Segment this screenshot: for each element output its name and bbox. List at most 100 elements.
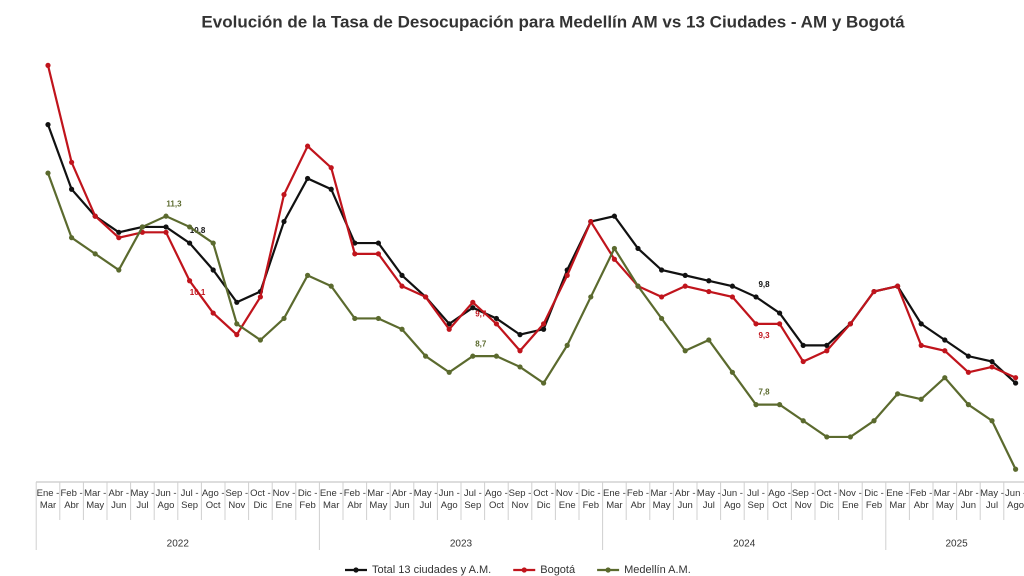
data-point: [423, 294, 429, 300]
data-point: [989, 418, 995, 424]
data-point: [352, 315, 358, 322]
data-point: [328, 165, 334, 171]
data-point: [682, 348, 688, 354]
data-point: [611, 213, 618, 219]
data-point: [895, 391, 901, 397]
data-point: [706, 278, 712, 284]
x-tick-label: Jun - Ago: [1005, 488, 1024, 511]
data-point: [989, 364, 995, 370]
data-point: [871, 288, 877, 295]
x-tick-label: Oct - Dic: [533, 488, 554, 511]
data-point: [659, 294, 665, 300]
data-point: [682, 283, 688, 289]
data-point: [210, 267, 216, 273]
data-point: [777, 321, 783, 327]
x-tick-label: Jun - Ago: [155, 488, 177, 511]
data-point: [517, 364, 523, 370]
data-point: [493, 321, 499, 327]
data-point: [918, 321, 924, 327]
data-point: [328, 186, 334, 192]
data-point: [942, 348, 948, 354]
x-tick-label: Mar - May: [650, 488, 673, 511]
x-tick-label: Ene - Mar: [36, 488, 60, 511]
data-point: [187, 240, 193, 246]
x-tick-label: Abr - Jun: [391, 488, 413, 511]
data-point: [965, 353, 972, 359]
data-label: 9,8: [758, 280, 770, 289]
data-point: [659, 267, 665, 273]
legend-label: Bogotá: [540, 564, 576, 576]
data-label: 9,7: [475, 309, 487, 318]
data-point: [399, 326, 405, 332]
year-label: 2024: [733, 539, 756, 550]
x-tick-label: Oct - Dic: [816, 488, 838, 511]
x-tick-label: Jul - Sep: [463, 488, 482, 511]
data-point: [375, 251, 381, 257]
data-point: [564, 272, 570, 278]
data-point: [45, 170, 51, 176]
data-point: [470, 299, 476, 305]
data-point: [1013, 466, 1019, 472]
legend-marker: [521, 567, 527, 573]
x-tick-label: Ago - Oct: [768, 488, 791, 511]
data-point: [305, 143, 311, 149]
chart-title: Evolución de la Tasa de Desocupación par…: [201, 12, 905, 31]
data-label: 10,8: [190, 226, 206, 235]
series-line: [46, 65, 1017, 379]
data-point: [635, 245, 641, 252]
x-tick-label: Nov - Ene: [839, 488, 862, 511]
data-label: 8,7: [475, 339, 487, 348]
data-point: [69, 186, 75, 192]
data-point: [163, 213, 169, 219]
data-point: [564, 342, 570, 348]
year-label: 2022: [167, 539, 190, 550]
x-tick-label: Feb - Abr: [910, 488, 933, 511]
data-point: [824, 434, 830, 440]
data-point: [305, 272, 311, 278]
data-point: [92, 213, 98, 219]
data-label: 10,1: [190, 288, 206, 297]
data-point: [800, 418, 806, 424]
x-tick-label: Ene - Mar: [319, 488, 343, 511]
data-point: [281, 218, 287, 225]
data-point: [1013, 375, 1019, 381]
legend-label: Medellín A.M.: [624, 564, 691, 576]
series-line: [46, 172, 1017, 470]
x-tick-label: Mar - May: [84, 488, 107, 511]
data-point: [352, 251, 358, 257]
data-point: [706, 337, 712, 343]
data-point: [187, 224, 193, 230]
data-point: [918, 342, 924, 348]
data-point: [989, 358, 995, 365]
data-point: [399, 272, 405, 278]
legend-marker: [605, 567, 611, 573]
data-point: [824, 348, 830, 354]
data-point: [45, 62, 51, 68]
x-tick-label: Abr - Jun: [674, 488, 696, 511]
data-point: [659, 315, 665, 322]
x-tick-label: May - Jul: [413, 488, 438, 511]
x-tick-label: Jul - Sep: [747, 488, 765, 511]
x-tick-label: May - Jul: [980, 488, 1004, 511]
data-point: [800, 342, 806, 348]
data-point: [446, 326, 452, 332]
legend-label: Total 13 ciudades y A.M.: [372, 564, 491, 576]
data-point: [517, 332, 523, 338]
data-point: [777, 310, 783, 316]
data-point: [470, 305, 476, 311]
x-tick-label: Feb - Abr: [626, 488, 650, 511]
data-point: [847, 321, 854, 327]
data-point: [257, 337, 263, 343]
data-point: [871, 418, 877, 424]
x-tick-label: Nov - Ene: [555, 488, 579, 511]
data-point: [92, 251, 98, 257]
data-point: [965, 402, 972, 408]
data-point: [541, 380, 547, 386]
data-point: [470, 353, 476, 359]
legend-marker: [353, 567, 359, 573]
data-label: 11,3: [166, 199, 182, 208]
x-tick-label: Feb - Abr: [343, 488, 366, 511]
data-point: [706, 288, 712, 295]
